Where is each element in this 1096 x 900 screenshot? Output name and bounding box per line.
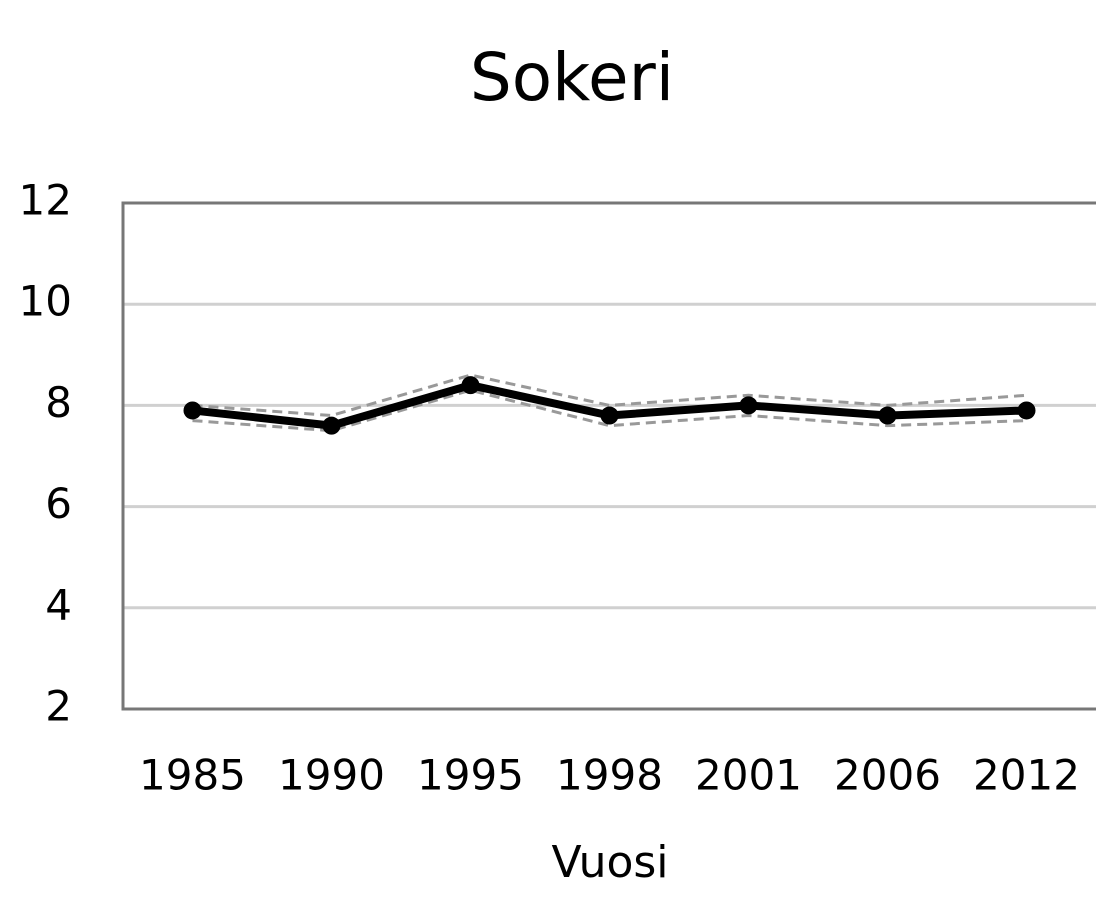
marker — [183, 401, 202, 420]
x-tick-label: 1985 — [139, 751, 246, 800]
x-axis-label: Vuosi — [551, 837, 668, 888]
marker — [878, 406, 897, 425]
chart-title: Sokeri — [470, 39, 674, 116]
interval-line — [192, 373, 1027, 418]
x-tick-label: 2001 — [695, 751, 802, 800]
y-tick-label: 12 — [19, 176, 72, 225]
x-tick-label: 2012 — [973, 751, 1080, 800]
y-tick-label: 8 — [45, 378, 72, 427]
marker — [1017, 401, 1036, 420]
x-tick-label: 2006 — [834, 751, 941, 800]
x-tick-label: 1990 — [278, 751, 385, 800]
marker — [739, 396, 758, 415]
marker — [322, 416, 341, 435]
y-tick-label: 2 — [45, 682, 72, 731]
plot-frame — [121, 201, 1096, 711]
interval-line — [192, 388, 1027, 433]
y-tick-label: 6 — [45, 479, 72, 528]
y-tick-label: 10 — [19, 277, 72, 326]
marker — [600, 406, 619, 425]
x-tick-label: 1998 — [556, 751, 663, 800]
y-tick-label: 4 — [45, 580, 72, 629]
x-tick-label: 1995 — [417, 751, 524, 800]
marker — [461, 376, 480, 395]
